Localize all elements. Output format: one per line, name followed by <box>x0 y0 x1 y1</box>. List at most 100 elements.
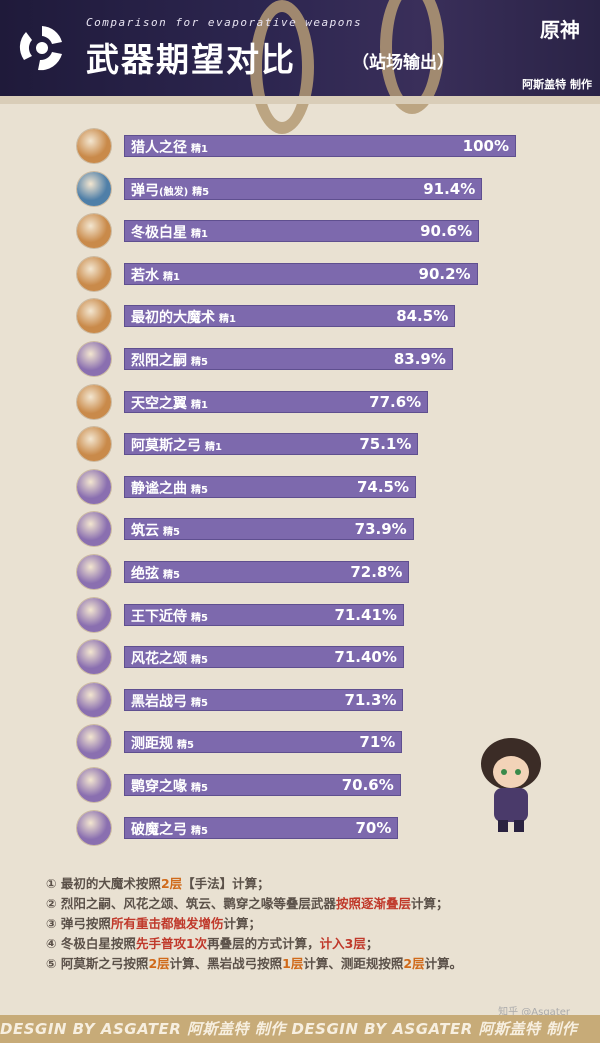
bar-row: 烈阳之嗣 精5 83.9% <box>0 342 600 376</box>
weapon-icon <box>77 810 111 845</box>
bar: 天空之翼 精1 77.6% <box>124 390 429 413</box>
bar-label: 鹮穿之喙 精5 <box>131 776 208 796</box>
bar: 猎人之径 精1 100% <box>124 135 516 157</box>
refinement-label: 精1 <box>205 442 222 454</box>
header-divider <box>0 96 600 104</box>
note-segment: ① 最初的大魔术按照 <box>46 876 161 891</box>
subtitle: Comparison for evaporative weapons <box>86 16 363 29</box>
bar-row: 破魔之弓 精5 70% <box>0 810 600 845</box>
refinement-label: 精5 <box>191 357 208 368</box>
note-segment: 所有重击都触发增伤 <box>110 916 224 931</box>
bar-row: 王下近侍 精5 71.41% <box>0 597 600 632</box>
note-segment: ④ 冬极白星按照 <box>46 936 136 951</box>
character-chibi-icon <box>481 738 541 832</box>
weapon-icon <box>77 256 111 291</box>
refinement-label: 精1 <box>191 399 208 411</box>
data-label: 84.5% <box>396 307 449 326</box>
weapon-name: 破魔之弓 <box>131 821 187 838</box>
bar-row: 静谧之曲 精5 74.5% <box>0 469 600 504</box>
weapon-icon <box>77 469 111 504</box>
weapon-icon <box>77 171 111 206</box>
data-label: 100% <box>462 137 509 155</box>
refinement-label: 精5 <box>191 825 208 837</box>
refinement-label: 精5 <box>163 570 180 581</box>
note-segment: 计算。 <box>424 956 463 971</box>
note-segment: 1层 <box>282 956 304 971</box>
bar-label: 若水 精1 <box>131 265 180 285</box>
bar: 鹮穿之喙 精5 70.6% <box>124 774 401 796</box>
note-line: ② 烈阳之嗣、风花之颂、筑云、鹮穿之喙等叠层武器按照逐渐叠层计算； <box>46 894 462 914</box>
header-banner: Comparison for evaporative weapons 武器期望对… <box>0 0 600 134</box>
data-label: 91.4% <box>423 179 476 198</box>
bar: 筑云 精5 73.9% <box>124 518 414 541</box>
weapon-note: (触发) <box>159 186 189 198</box>
bar-label: 烈阳之嗣 精5 <box>131 350 208 370</box>
bar-label: 筑云 精5 <box>131 520 180 540</box>
weapon-name: 冬极白星 <box>131 225 187 242</box>
bar-row: 绝弦 精5 72.8% <box>0 555 600 589</box>
weapon-name: 鹮穿之喙 <box>131 779 187 795</box>
note-segment: 再叠层的方式计算， <box>207 936 320 951</box>
weapon-name: 王下近侍 <box>131 608 187 625</box>
bar-label: 阿莫斯之弓 精1 <box>131 435 222 455</box>
note-segment: 按照逐渐叠层 <box>335 896 411 911</box>
note-line: ③ 弹弓按照所有重击都触发增伤计算； <box>46 914 462 934</box>
weapon-name: 弹弓 <box>131 182 159 199</box>
data-label: 75.1% <box>359 435 412 454</box>
bar-row: 黑岩战弓 精5 71.3% <box>0 682 600 717</box>
data-label: 90.2% <box>418 264 471 283</box>
data-label: 77.6% <box>369 392 422 411</box>
bar-row: 弹弓(触发) 精5 91.4% <box>0 171 600 206</box>
weapon-name: 静谧之曲 <box>131 480 187 497</box>
bar-row: 若水 精1 90.2% <box>0 256 600 291</box>
data-label: 72.8% <box>350 563 403 581</box>
note-segment: 计算； <box>410 896 449 911</box>
data-label: 83.9% <box>393 350 446 368</box>
bar-row: 天空之翼 精1 77.6% <box>0 384 600 419</box>
weapon-icon <box>77 768 111 802</box>
refinement-label: 精5 <box>191 612 208 624</box>
footer-credit: DESGIN BY ASGATER 阿斯盖特 制作 DESGIN BY ASGA… <box>0 1015 600 1043</box>
note-line: ⑤ 阿莫斯之弓按照2层计算、黑岩战弓按照1层计算、测距规按照2层计算。 <box>46 954 462 974</box>
note-segment: 2层 <box>160 876 183 891</box>
weapon-icon <box>77 725 111 760</box>
bar: 阿莫斯之弓 精1 75.1% <box>124 433 419 456</box>
data-label: 71.3% <box>344 690 397 709</box>
bar-label: 天空之翼 精1 <box>131 393 208 413</box>
weapon-icon <box>77 384 111 419</box>
note-segment: 【手法】计算； <box>182 876 270 891</box>
refinement-label: 精5 <box>191 484 208 496</box>
weapon-name: 若水 <box>131 267 159 284</box>
weapon-name: 烈阳之嗣 <box>131 353 187 369</box>
refinement-label: 精5 <box>191 783 208 794</box>
data-label: 73.9% <box>354 520 407 539</box>
note-segment: ③ 弹弓按照 <box>46 916 111 931</box>
weapon-icon <box>77 640 111 675</box>
note-segment: 计算、测距规按照 <box>303 956 404 971</box>
bar: 测距规 精5 71% <box>124 731 403 754</box>
weapon-name: 天空之翼 <box>131 395 187 412</box>
bar: 静谧之曲 精5 74.5% <box>124 475 417 498</box>
note-segment: 2层 <box>403 956 425 971</box>
author-credit: 阿斯盖特 制作 <box>522 78 592 91</box>
bar-row: 筑云 精5 73.9% <box>0 512 600 547</box>
data-label: 70% <box>355 818 392 837</box>
bar: 若水 精1 90.2% <box>124 262 478 285</box>
data-label: 71% <box>359 733 396 752</box>
weapon-name: 猎人之径 <box>131 140 187 156</box>
title-suffix: （站场输出） <box>352 53 454 73</box>
bar: 王下近侍 精5 71.41% <box>124 603 404 626</box>
bar-label: 冬极白星 精1 <box>131 222 208 242</box>
watermark: 知乎 @Asgater <box>498 1007 570 1018</box>
weapon-name: 绝弦 <box>131 566 159 582</box>
note-segment: ； <box>365 936 379 951</box>
weapon-name: 测距规 <box>131 736 173 753</box>
note-segment: 先手普攻1次 <box>135 936 208 951</box>
note-line: ④ 冬极白星按照先手普攻1次再叠层的方式计算，计入3层； <box>46 934 462 954</box>
weapon-name: 黑岩战弓 <box>131 693 187 710</box>
refinement-label: 精1 <box>191 229 208 241</box>
bar-label: 破魔之弓 精5 <box>131 819 208 839</box>
bar: 破魔之弓 精5 70% <box>124 816 399 839</box>
bar-row: 风花之颂 精5 71.40% <box>0 640 600 675</box>
